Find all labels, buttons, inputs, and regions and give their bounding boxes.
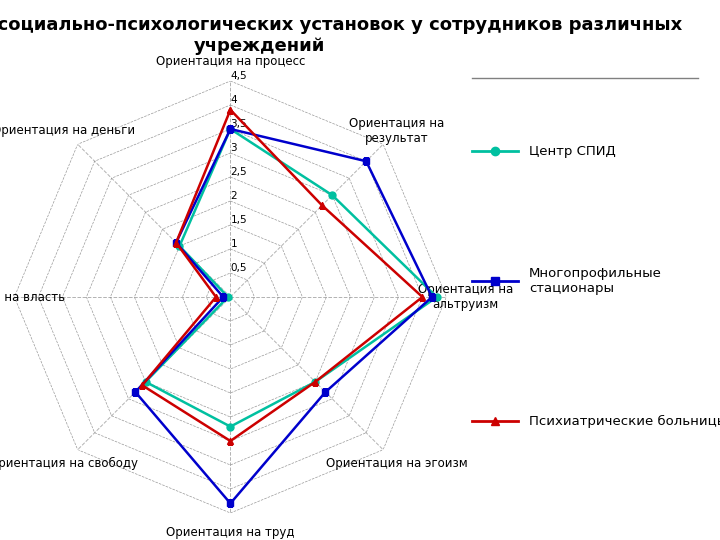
Text: Многопрофильные
стационары: Многопрофильные стационары	[529, 267, 662, 295]
Психиатрические больницы	[138, 382, 146, 388]
Центр СПИД	[224, 294, 233, 300]
Центр СПИД	[141, 379, 150, 385]
Психиатрические больницы	[226, 106, 235, 113]
Многопрофильные
стационары	[172, 239, 181, 246]
Многопрофильные
стационары	[321, 389, 330, 395]
Text: Психиатрические больницы: Психиатрические больницы	[529, 415, 720, 428]
Line: Многопрофильные
стационары: Многопрофильные стационары	[132, 125, 436, 507]
Многопрофильные
стационары	[362, 158, 371, 165]
Многопрофильные
стационары	[131, 389, 140, 395]
Психиатрические больницы	[212, 294, 220, 300]
Многопрофильные
стационары	[226, 126, 235, 132]
Центр СПИД	[175, 243, 184, 249]
Многопрофильные
стационары	[428, 294, 436, 300]
Line: Центр СПИД: Центр СПИД	[142, 125, 440, 430]
Центр СПИД	[311, 379, 320, 385]
Центр СПИД	[226, 423, 235, 430]
Центр СПИД	[328, 192, 336, 198]
Психиатрические больницы	[226, 438, 235, 444]
Line: Психиатрические больницы: Психиатрические больницы	[139, 106, 426, 444]
Психиатрические больницы	[311, 379, 320, 385]
Центр СПИД	[433, 294, 441, 300]
Text: Выраженность социально-психологических установок у сотрудников различных
учрежде: Выраженность социально-психологических у…	[0, 16, 682, 55]
Многопрофильные
стационары	[219, 294, 228, 300]
Психиатрические больницы	[418, 294, 427, 300]
Центр СПИД	[226, 126, 235, 132]
Психиатрические больницы	[226, 106, 235, 113]
Центр СПИД	[226, 126, 235, 132]
Text: Центр СПИД: Центр СПИД	[529, 145, 616, 158]
Многопрофильные
стационары	[226, 500, 235, 507]
Многопрофильные
стационары	[226, 126, 235, 132]
Психиатрические больницы	[318, 202, 326, 208]
Психиатрические больницы	[172, 239, 181, 246]
